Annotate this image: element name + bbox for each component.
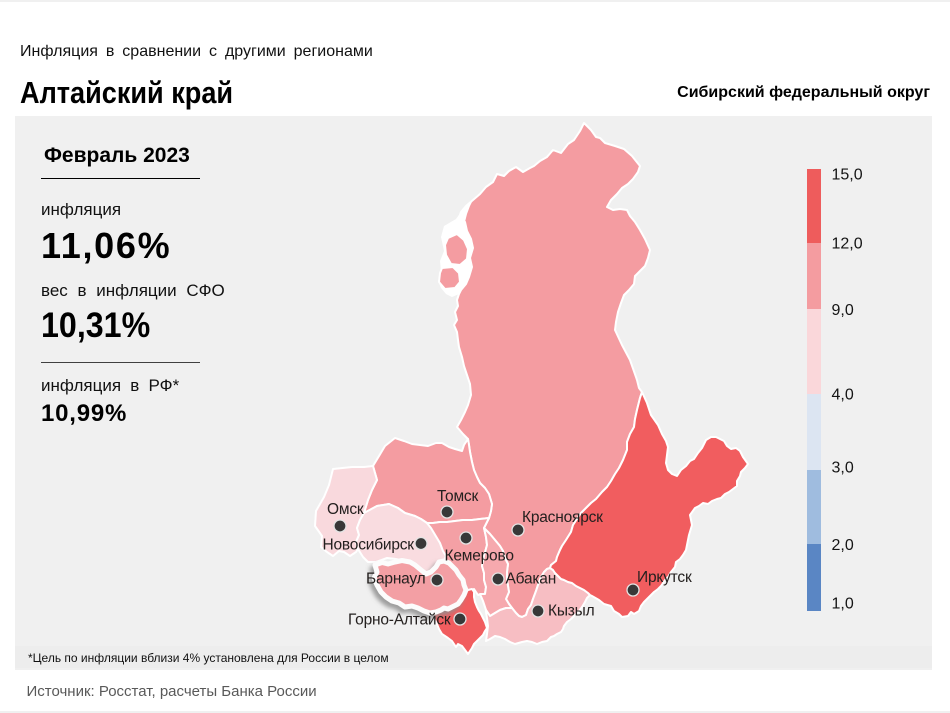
svg-text:12,0: 12,0 [832,236,863,253]
svg-text:Новосибирск: Новосибирск [323,537,415,554]
svg-text:1,0: 1,0 [832,596,854,613]
svg-text:Томск: Томск [437,488,478,505]
svg-text:Абакан: Абакан [506,571,557,588]
svg-text:3,0: 3,0 [832,460,854,477]
svg-text:Красноярск: Красноярск [522,509,603,526]
svg-text:Барнаул: Барнаул [366,571,425,588]
svg-text:15,0: 15,0 [832,167,863,184]
svg-text:Горно-Алтайск: Горно-Алтайск [348,612,451,629]
svg-text:Иркутск: Иркутск [637,569,692,586]
svg-text:2,0: 2,0 [832,537,854,554]
svg-text:Кемерово: Кемерово [445,548,514,565]
svg-text:4,0: 4,0 [832,386,854,403]
svg-text:9,0: 9,0 [832,302,854,319]
svg-text:Омск: Омск [327,501,364,518]
svg-text:Кызыл: Кызыл [548,603,594,620]
